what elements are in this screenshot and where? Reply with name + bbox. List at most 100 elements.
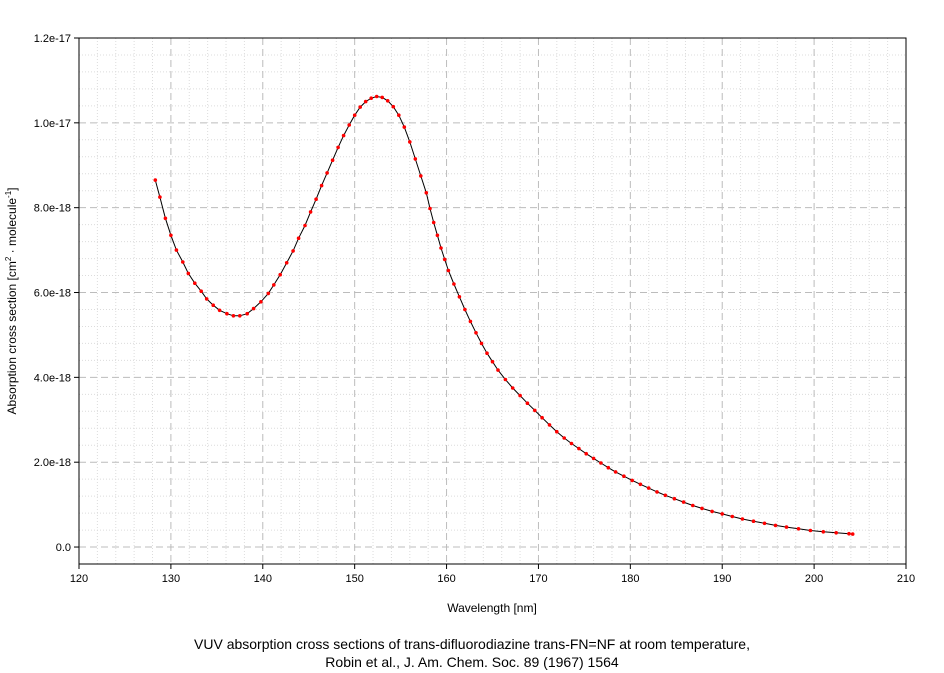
data-point [655,490,659,494]
data-point [518,393,522,398]
x-tick-label: 150 [345,573,363,585]
data-point [681,500,686,504]
data-point [850,532,855,536]
data-point [284,261,289,265]
x-tick-label: 120 [70,573,88,585]
y-axis-label-sup2: -1 [4,190,13,198]
data-point [762,521,767,526]
x-axis-ticks: 120 130 140 150 160 170 180 190 200 210 [70,564,915,585]
major-grid [79,37,906,564]
data-point [174,248,179,252]
data-point [510,386,515,390]
data-point [369,96,374,100]
data-point [490,359,495,364]
x-tick-label: 170 [529,573,547,585]
data-point [584,451,588,456]
data-point [336,145,340,150]
data-point [314,197,318,201]
data-point [730,514,735,519]
data-point [402,125,407,129]
data-point [468,319,473,324]
data-point [474,331,478,335]
data-point [663,493,668,498]
data-point [245,311,249,316]
data-point [700,506,704,511]
data-point [525,401,530,406]
chart: 0.0 2.0e-18 4.0e-18 6.0e-18 8.0e-18 1.0e-17 1.… [4,33,915,615]
data-point [251,306,256,311]
data-point [442,257,447,262]
data-point [296,236,301,240]
data-point [646,486,651,490]
data-point [751,519,756,523]
data-point [341,133,346,138]
data-point [385,99,390,103]
y-tick-label: 2.0e-18 [34,457,71,469]
x-tick-label: 160 [437,573,455,585]
data-point [710,509,714,514]
data-point [291,249,295,253]
data-point [463,307,467,312]
data-point [363,99,368,104]
series-markers [153,94,855,536]
data-point [431,220,436,225]
data-point [452,282,456,286]
data-point [808,528,813,533]
data-point [169,233,173,238]
data-point [193,281,197,286]
plot-area-frame [78,37,907,565]
data-point [408,140,412,144]
y-axis-label: Absorption cross section [cm2 · molecule… [4,187,19,414]
data-point [225,311,229,316]
data-point [457,295,462,299]
x-tick-label: 180 [621,573,639,585]
data-point [419,174,423,178]
data-point [211,303,215,308]
data-point [740,517,745,521]
data-point [577,446,581,451]
x-tick-label: 130 [162,573,180,585]
data-point [266,291,271,296]
data-point [562,436,566,440]
data-point [834,531,838,535]
data-point [485,351,489,356]
data-point [796,527,801,531]
data-point [424,191,429,195]
data-point [638,482,643,487]
data-point [308,210,313,214]
data-point [773,523,778,528]
y-axis-ticks: 0.0 2.0e-18 4.0e-18 6.0e-18 8.0e-18 1.0e-17 1.… [34,33,79,554]
x-axis-label: Wavelength [nm] [447,601,537,615]
caption-line-2: Robin et al., J. Am. Chem. Soc. 89 (1967… [325,654,619,670]
data-point [347,123,352,127]
series-line [154,95,853,535]
data-point [533,408,537,413]
data-point [821,530,826,534]
x-tick-label: 200 [805,573,823,585]
minor-grid [79,38,906,564]
data-point [303,223,307,228]
data-point [606,465,611,470]
y-tick-label: 1.0e-17 [34,118,71,130]
data-point [503,377,508,382]
data-point [569,441,574,446]
data-point [259,300,263,304]
data-point [446,268,451,273]
data-point [204,297,209,301]
data-point [599,461,603,465]
data-point [238,314,242,318]
data-point [540,415,544,420]
data-point [186,271,191,276]
data-point [435,233,440,238]
data-point [380,95,385,100]
data-point [217,308,222,313]
y-axis-label-prefix: Absorption cross section [cm [5,261,19,414]
data-point [691,503,695,508]
y-tick-label: 1.2e-17 [34,33,71,45]
data-point [622,474,626,479]
data-point [153,178,158,182]
data-point [397,113,401,117]
data-point [784,525,789,529]
caption-line-1: VUV absorption cross sections of trans-d… [194,636,750,652]
y-axis-label-sup1: 2 [4,256,13,261]
